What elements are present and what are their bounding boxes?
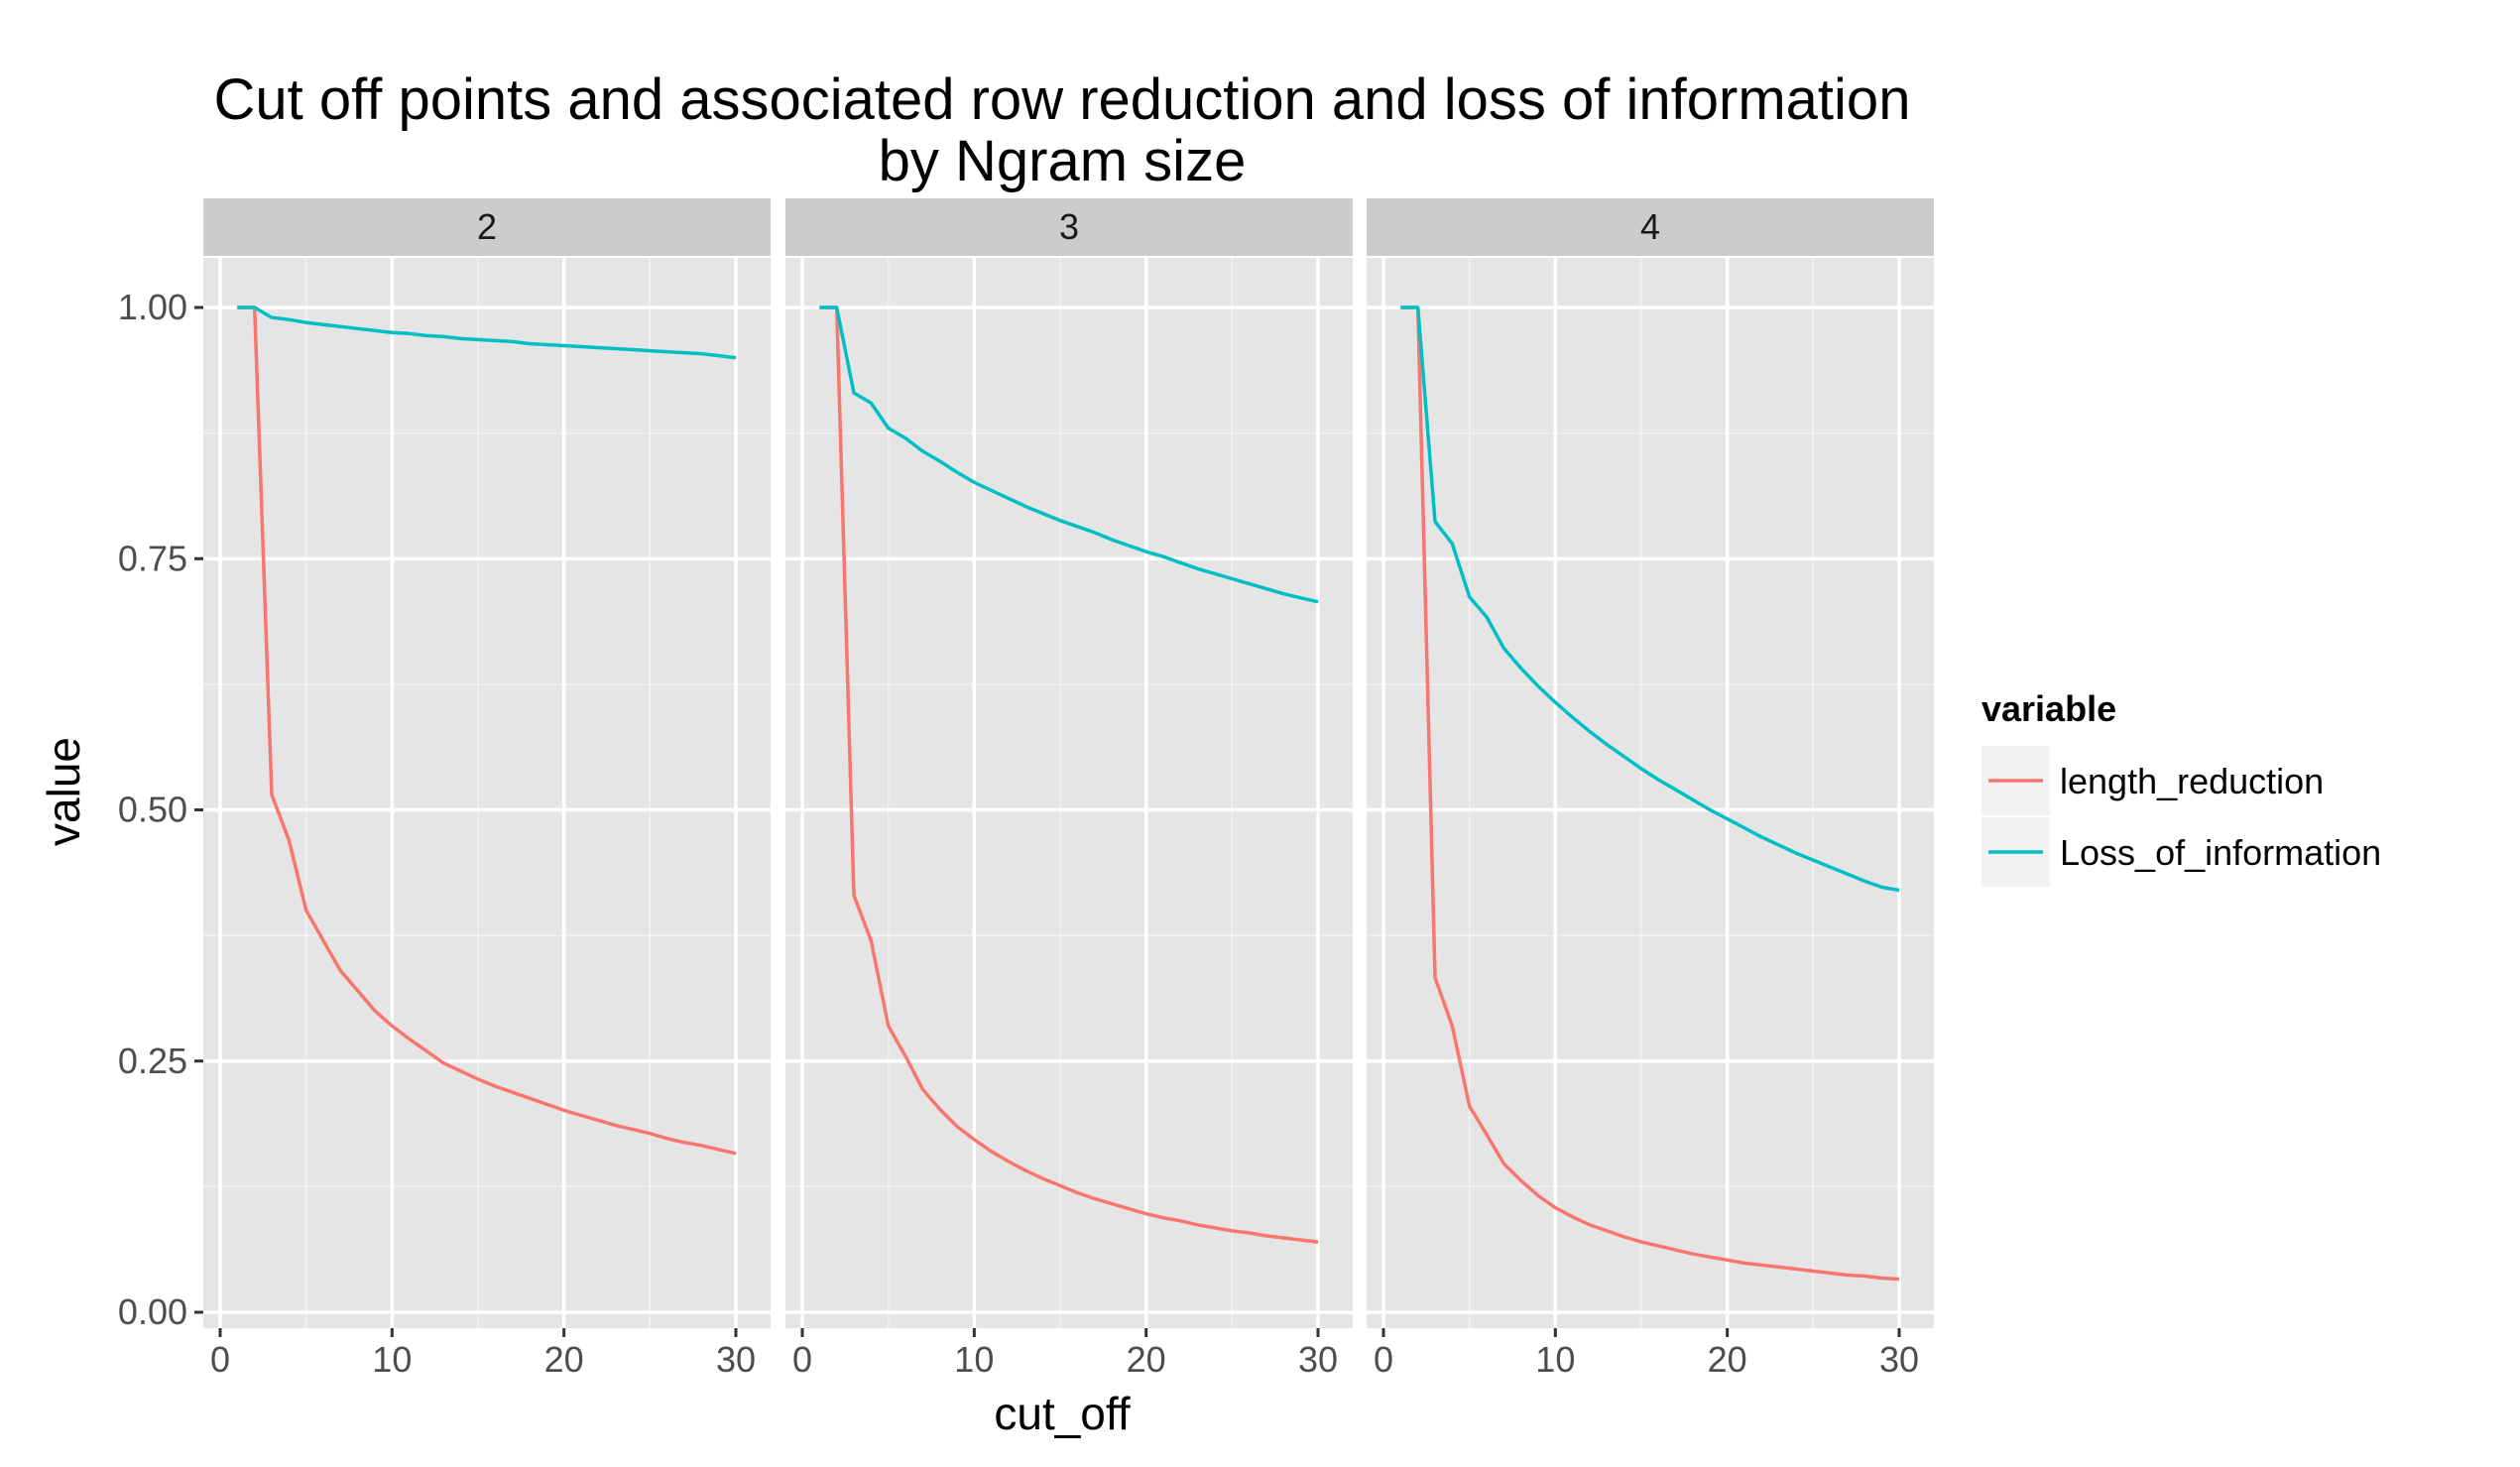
chart-subtitle: by Ngram size bbox=[879, 129, 1247, 193]
y-axis: 0.00 0.25 0.50 0.75 1.00 bbox=[118, 287, 203, 1332]
facet-strip-3 bbox=[785, 198, 1353, 256]
x-tick-label: 10 bbox=[1535, 1339, 1575, 1380]
series-line-length-reduction bbox=[237, 306, 737, 1156]
x-tick-label: 10 bbox=[372, 1339, 412, 1380]
x-tick-label: 20 bbox=[1127, 1339, 1166, 1380]
y-tick-label: 0.00 bbox=[118, 1291, 187, 1332]
legend-title: variable bbox=[1981, 688, 2116, 729]
facet-strip-label: 4 bbox=[1640, 206, 1660, 247]
facet-strip-2 bbox=[203, 198, 771, 256]
y-tick-label: 0.50 bbox=[118, 790, 187, 830]
x-tick-label: 30 bbox=[1298, 1339, 1338, 1380]
x-tick-label: 0 bbox=[210, 1339, 230, 1380]
legend: variable length_reduction Loss_of_informa… bbox=[1981, 688, 2381, 887]
facet-panel-4: 4 0 10 20 30 bbox=[1367, 198, 1934, 1380]
panel-background bbox=[785, 258, 1353, 1328]
facet-strip-4 bbox=[1367, 198, 1934, 256]
facet-panel-2: 20 10 20 30 bbox=[203, 198, 771, 1380]
y-tick-label: 1.00 bbox=[118, 287, 187, 327]
panel-background bbox=[203, 258, 771, 1328]
x-axis-title: cut_off bbox=[994, 1388, 1130, 1439]
legend-label: Loss_of_information bbox=[2060, 832, 2381, 873]
series-line-length-reduction bbox=[1400, 306, 1900, 1282]
facet-strip-label: 3 bbox=[1059, 206, 1079, 247]
y-tick-label: 0.25 bbox=[118, 1040, 187, 1081]
x-tick-label: 20 bbox=[544, 1339, 584, 1380]
y-tick-label: 0.75 bbox=[118, 538, 187, 578]
x-tick-label: 0 bbox=[1374, 1339, 1393, 1380]
panel-background bbox=[1367, 258, 1934, 1328]
facet-strip-label: 2 bbox=[477, 206, 497, 247]
x-tick-label: 10 bbox=[954, 1339, 994, 1380]
x-tick-label: 30 bbox=[716, 1339, 756, 1380]
x-tick-label: 30 bbox=[1879, 1339, 1919, 1380]
chart-title: Cut off points and associated row reduct… bbox=[214, 67, 1911, 132]
x-tick-label: 0 bbox=[792, 1339, 812, 1380]
series-line-length-reduction bbox=[819, 306, 1319, 1244]
series-line-loss-of-information bbox=[819, 306, 1319, 604]
y-axis-title: value bbox=[38, 737, 89, 846]
facet-panel-3: 30 10 20 30 bbox=[785, 198, 1353, 1380]
series-line-loss-of-information bbox=[1400, 306, 1900, 893]
series-line-loss-of-information bbox=[237, 306, 737, 360]
legend-label: length_reduction bbox=[2060, 761, 2324, 801]
x-tick-label: 20 bbox=[1708, 1339, 1747, 1380]
